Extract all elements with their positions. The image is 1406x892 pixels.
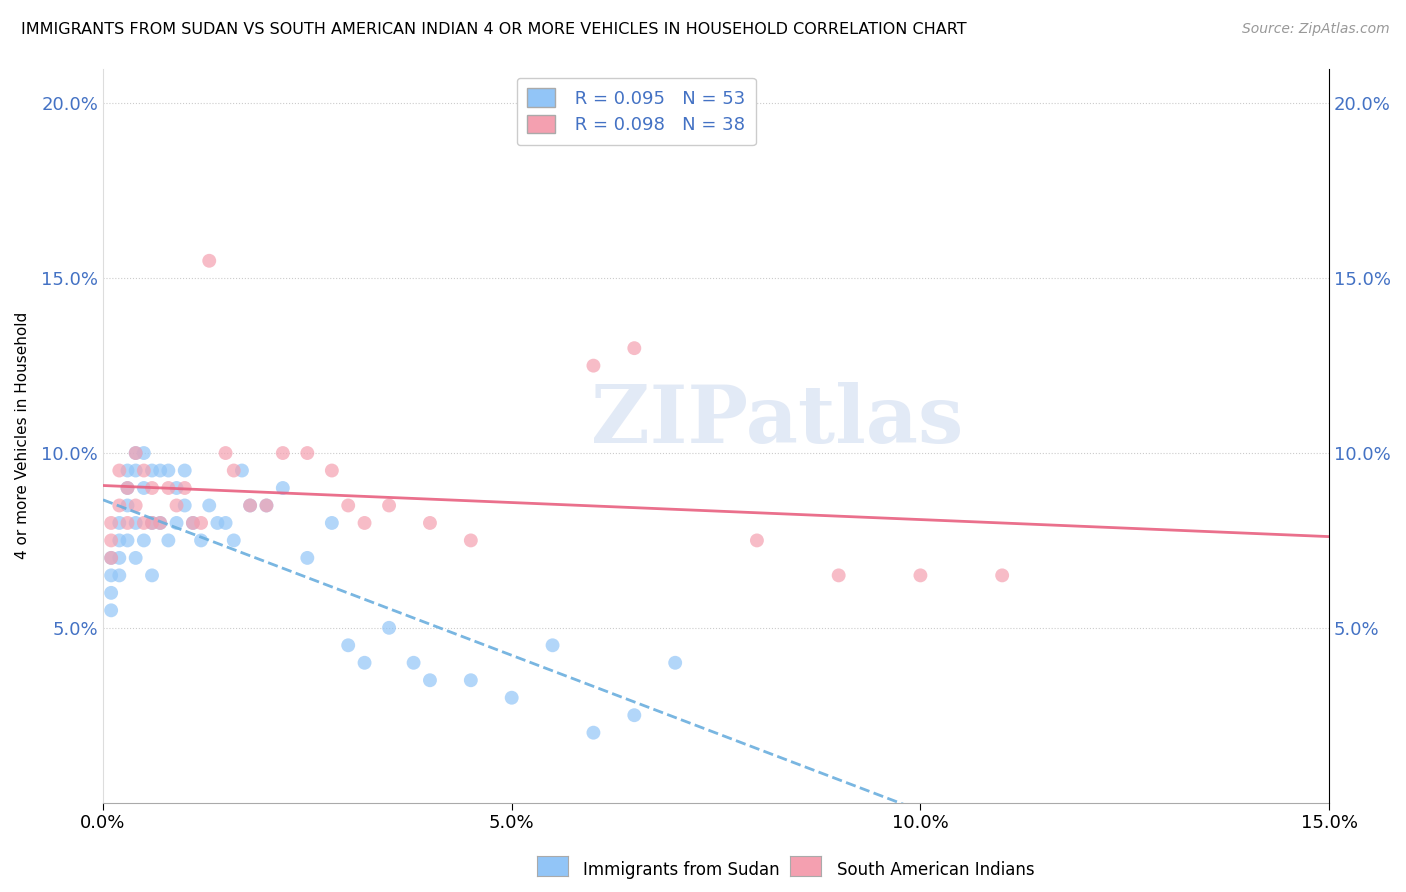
Point — [124, 499, 146, 513]
Point — [910, 568, 932, 582]
Point — [166, 516, 188, 530]
Point — [582, 725, 605, 739]
Point — [100, 533, 122, 548]
Point — [297, 550, 319, 565]
Point — [501, 690, 523, 705]
Point — [124, 446, 146, 460]
Point — [321, 463, 343, 477]
Point — [198, 499, 221, 513]
Text: ZIPatlas: ZIPatlas — [592, 382, 963, 460]
Point — [124, 550, 146, 565]
Point — [108, 568, 131, 582]
Point — [353, 516, 375, 530]
Point — [337, 638, 360, 652]
Point — [149, 516, 172, 530]
Point — [108, 516, 131, 530]
Text: Immigrants from Sudan: Immigrants from Sudan — [583, 861, 780, 879]
Point — [117, 481, 139, 495]
Point — [166, 481, 188, 495]
Point — [623, 341, 645, 355]
Point — [117, 499, 139, 513]
Point — [100, 550, 122, 565]
Point — [190, 516, 212, 530]
Point — [190, 533, 212, 548]
Point — [100, 603, 122, 617]
Point — [157, 533, 180, 548]
Point — [100, 586, 122, 600]
Point — [827, 568, 849, 582]
Point — [141, 463, 163, 477]
Point — [271, 446, 294, 460]
Point — [108, 533, 131, 548]
Point — [214, 446, 236, 460]
Point — [100, 516, 122, 530]
Point — [166, 499, 188, 513]
Point — [222, 463, 245, 477]
Point — [132, 463, 155, 477]
Point — [124, 446, 146, 460]
Point — [378, 499, 401, 513]
Point — [181, 516, 204, 530]
Point — [108, 463, 131, 477]
Point — [117, 463, 139, 477]
Point — [149, 516, 172, 530]
Point — [207, 516, 229, 530]
Point — [157, 463, 180, 477]
Point — [271, 481, 294, 495]
Point — [100, 550, 122, 565]
Point — [378, 621, 401, 635]
Point — [222, 533, 245, 548]
Point — [991, 568, 1014, 582]
Point — [402, 656, 425, 670]
Point — [256, 499, 278, 513]
Point — [100, 568, 122, 582]
Point — [460, 533, 482, 548]
Text: Source: ZipAtlas.com: Source: ZipAtlas.com — [1241, 22, 1389, 37]
Point — [141, 516, 163, 530]
Point — [582, 359, 605, 373]
Point — [173, 481, 195, 495]
Point — [745, 533, 768, 548]
Point — [239, 499, 262, 513]
Point — [419, 516, 441, 530]
Point — [141, 568, 163, 582]
Point — [419, 673, 441, 688]
Point — [198, 253, 221, 268]
Point — [108, 550, 131, 565]
Point — [132, 446, 155, 460]
Point — [117, 533, 139, 548]
Point — [132, 516, 155, 530]
Point — [214, 516, 236, 530]
Point — [239, 499, 262, 513]
Point — [541, 638, 564, 652]
Point — [141, 481, 163, 495]
Point — [256, 499, 278, 513]
Point — [181, 516, 204, 530]
Point — [297, 446, 319, 460]
Point — [132, 481, 155, 495]
Y-axis label: 4 or more Vehicles in Household: 4 or more Vehicles in Household — [15, 312, 30, 559]
Point — [149, 463, 172, 477]
Point — [623, 708, 645, 723]
Point — [460, 673, 482, 688]
Point — [157, 481, 180, 495]
Point — [321, 516, 343, 530]
Point — [231, 463, 253, 477]
Point — [124, 516, 146, 530]
Text: South American Indians: South American Indians — [837, 861, 1035, 879]
Point — [117, 481, 139, 495]
Point — [132, 533, 155, 548]
Point — [141, 516, 163, 530]
Point — [108, 499, 131, 513]
Text: IMMIGRANTS FROM SUDAN VS SOUTH AMERICAN INDIAN 4 OR MORE VEHICLES IN HOUSEHOLD C: IMMIGRANTS FROM SUDAN VS SOUTH AMERICAN … — [21, 22, 967, 37]
Legend:  R = 0.095   N = 53,  R = 0.098   N = 38: R = 0.095 N = 53, R = 0.098 N = 38 — [516, 78, 756, 145]
Point — [664, 656, 686, 670]
Point — [337, 499, 360, 513]
Point — [117, 516, 139, 530]
Point — [173, 463, 195, 477]
Point — [124, 463, 146, 477]
Point — [173, 499, 195, 513]
Point — [353, 656, 375, 670]
